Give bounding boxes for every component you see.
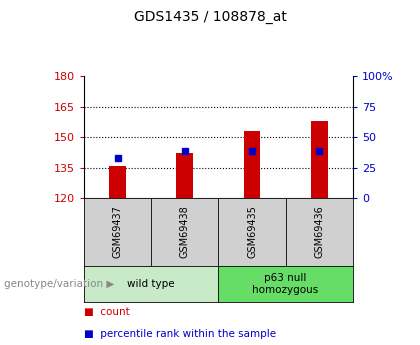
Text: GSM69437: GSM69437 xyxy=(113,206,123,258)
Text: GDS1435 / 108878_at: GDS1435 / 108878_at xyxy=(134,10,286,24)
Bar xyxy=(176,154,193,198)
Bar xyxy=(311,121,328,198)
Text: ■  percentile rank within the sample: ■ percentile rank within the sample xyxy=(84,329,276,339)
Text: ■  count: ■ count xyxy=(84,307,130,317)
Text: genotype/variation ▶: genotype/variation ▶ xyxy=(4,279,115,289)
Bar xyxy=(244,131,260,198)
Text: GSM69436: GSM69436 xyxy=(314,206,324,258)
Text: GSM69438: GSM69438 xyxy=(180,206,190,258)
Text: GSM69435: GSM69435 xyxy=(247,206,257,258)
Text: p63 null
homozygous: p63 null homozygous xyxy=(252,273,319,295)
Bar xyxy=(109,166,126,198)
Text: wild type: wild type xyxy=(127,279,175,289)
